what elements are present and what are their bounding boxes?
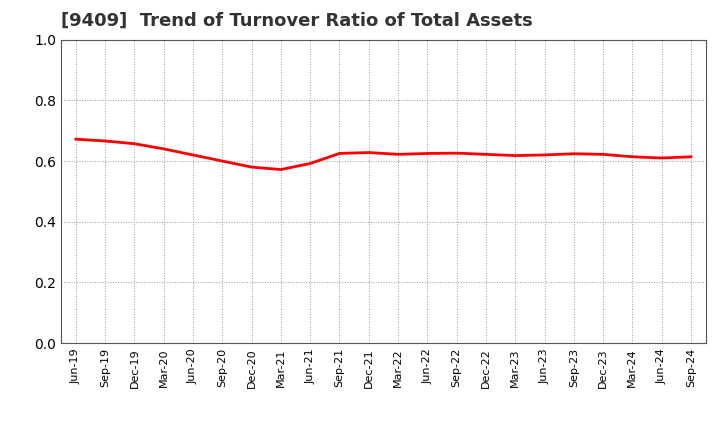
Text: [9409]  Trend of Turnover Ratio of Total Assets: [9409] Trend of Turnover Ratio of Total … — [61, 12, 533, 30]
